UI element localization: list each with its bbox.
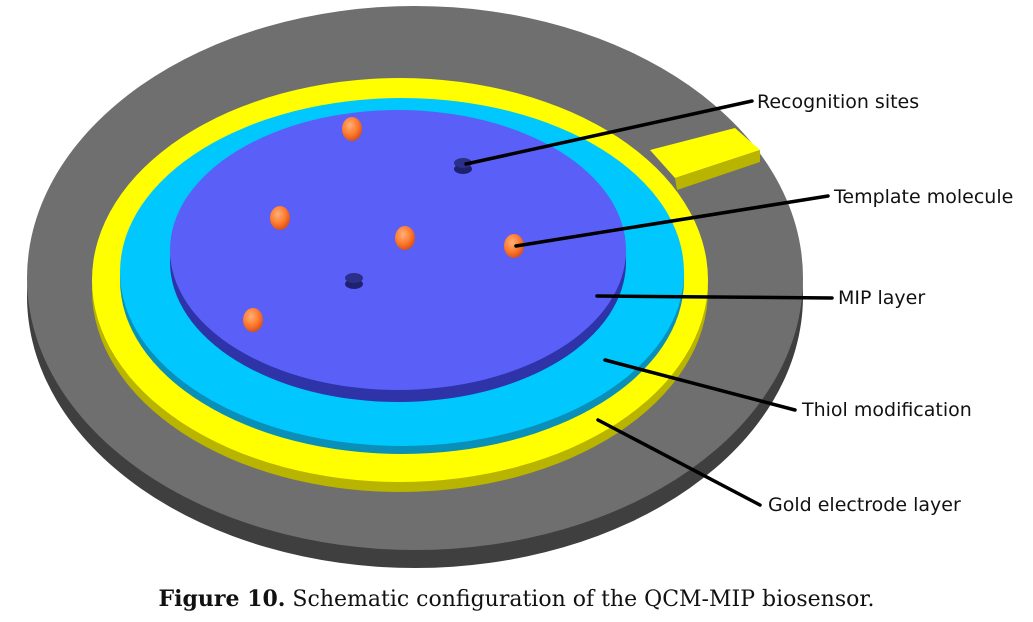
leader-line-template-molecule: [514, 194, 830, 248]
caption-prefix: Figure 10.: [158, 586, 286, 612]
qcm-mip-diagram: [27, 6, 834, 568]
template-molecule: [395, 226, 415, 250]
template-molecule: [243, 308, 263, 332]
recognition-site: [454, 158, 472, 174]
leader-line-mip-layer: [595, 294, 834, 300]
label-template-molecule: Template molecule: [834, 186, 1014, 208]
mip-layer: [170, 110, 626, 402]
template-molecules: [243, 117, 524, 332]
recognition-sites: [345, 158, 472, 289]
template-molecule: [504, 234, 524, 258]
label-thiol-modification: Thiol modification: [802, 399, 972, 421]
figure-caption: Figure 10. Schematic configuration of th…: [0, 586, 1033, 612]
leader-line-gold-electrode-layer: [596, 418, 762, 507]
gold-electrode-lead: [650, 128, 760, 190]
leader-line-recognition-sites: [464, 99, 754, 166]
caption-text: Schematic configuration of the QCM-MIP b…: [292, 587, 875, 612]
mip-top: [170, 110, 626, 390]
label-mip-layer: MIP layer: [838, 287, 926, 309]
label-gold-electrode-layer: Gold electrode layer: [768, 494, 961, 516]
label-recognition-sites: Recognition sites: [757, 91, 920, 113]
template-molecule: [342, 117, 362, 141]
leader-line-thiol-modification: [603, 358, 797, 412]
recognition-site: [345, 273, 363, 289]
leader-lines: [464, 99, 834, 507]
template-molecule: [270, 206, 290, 230]
